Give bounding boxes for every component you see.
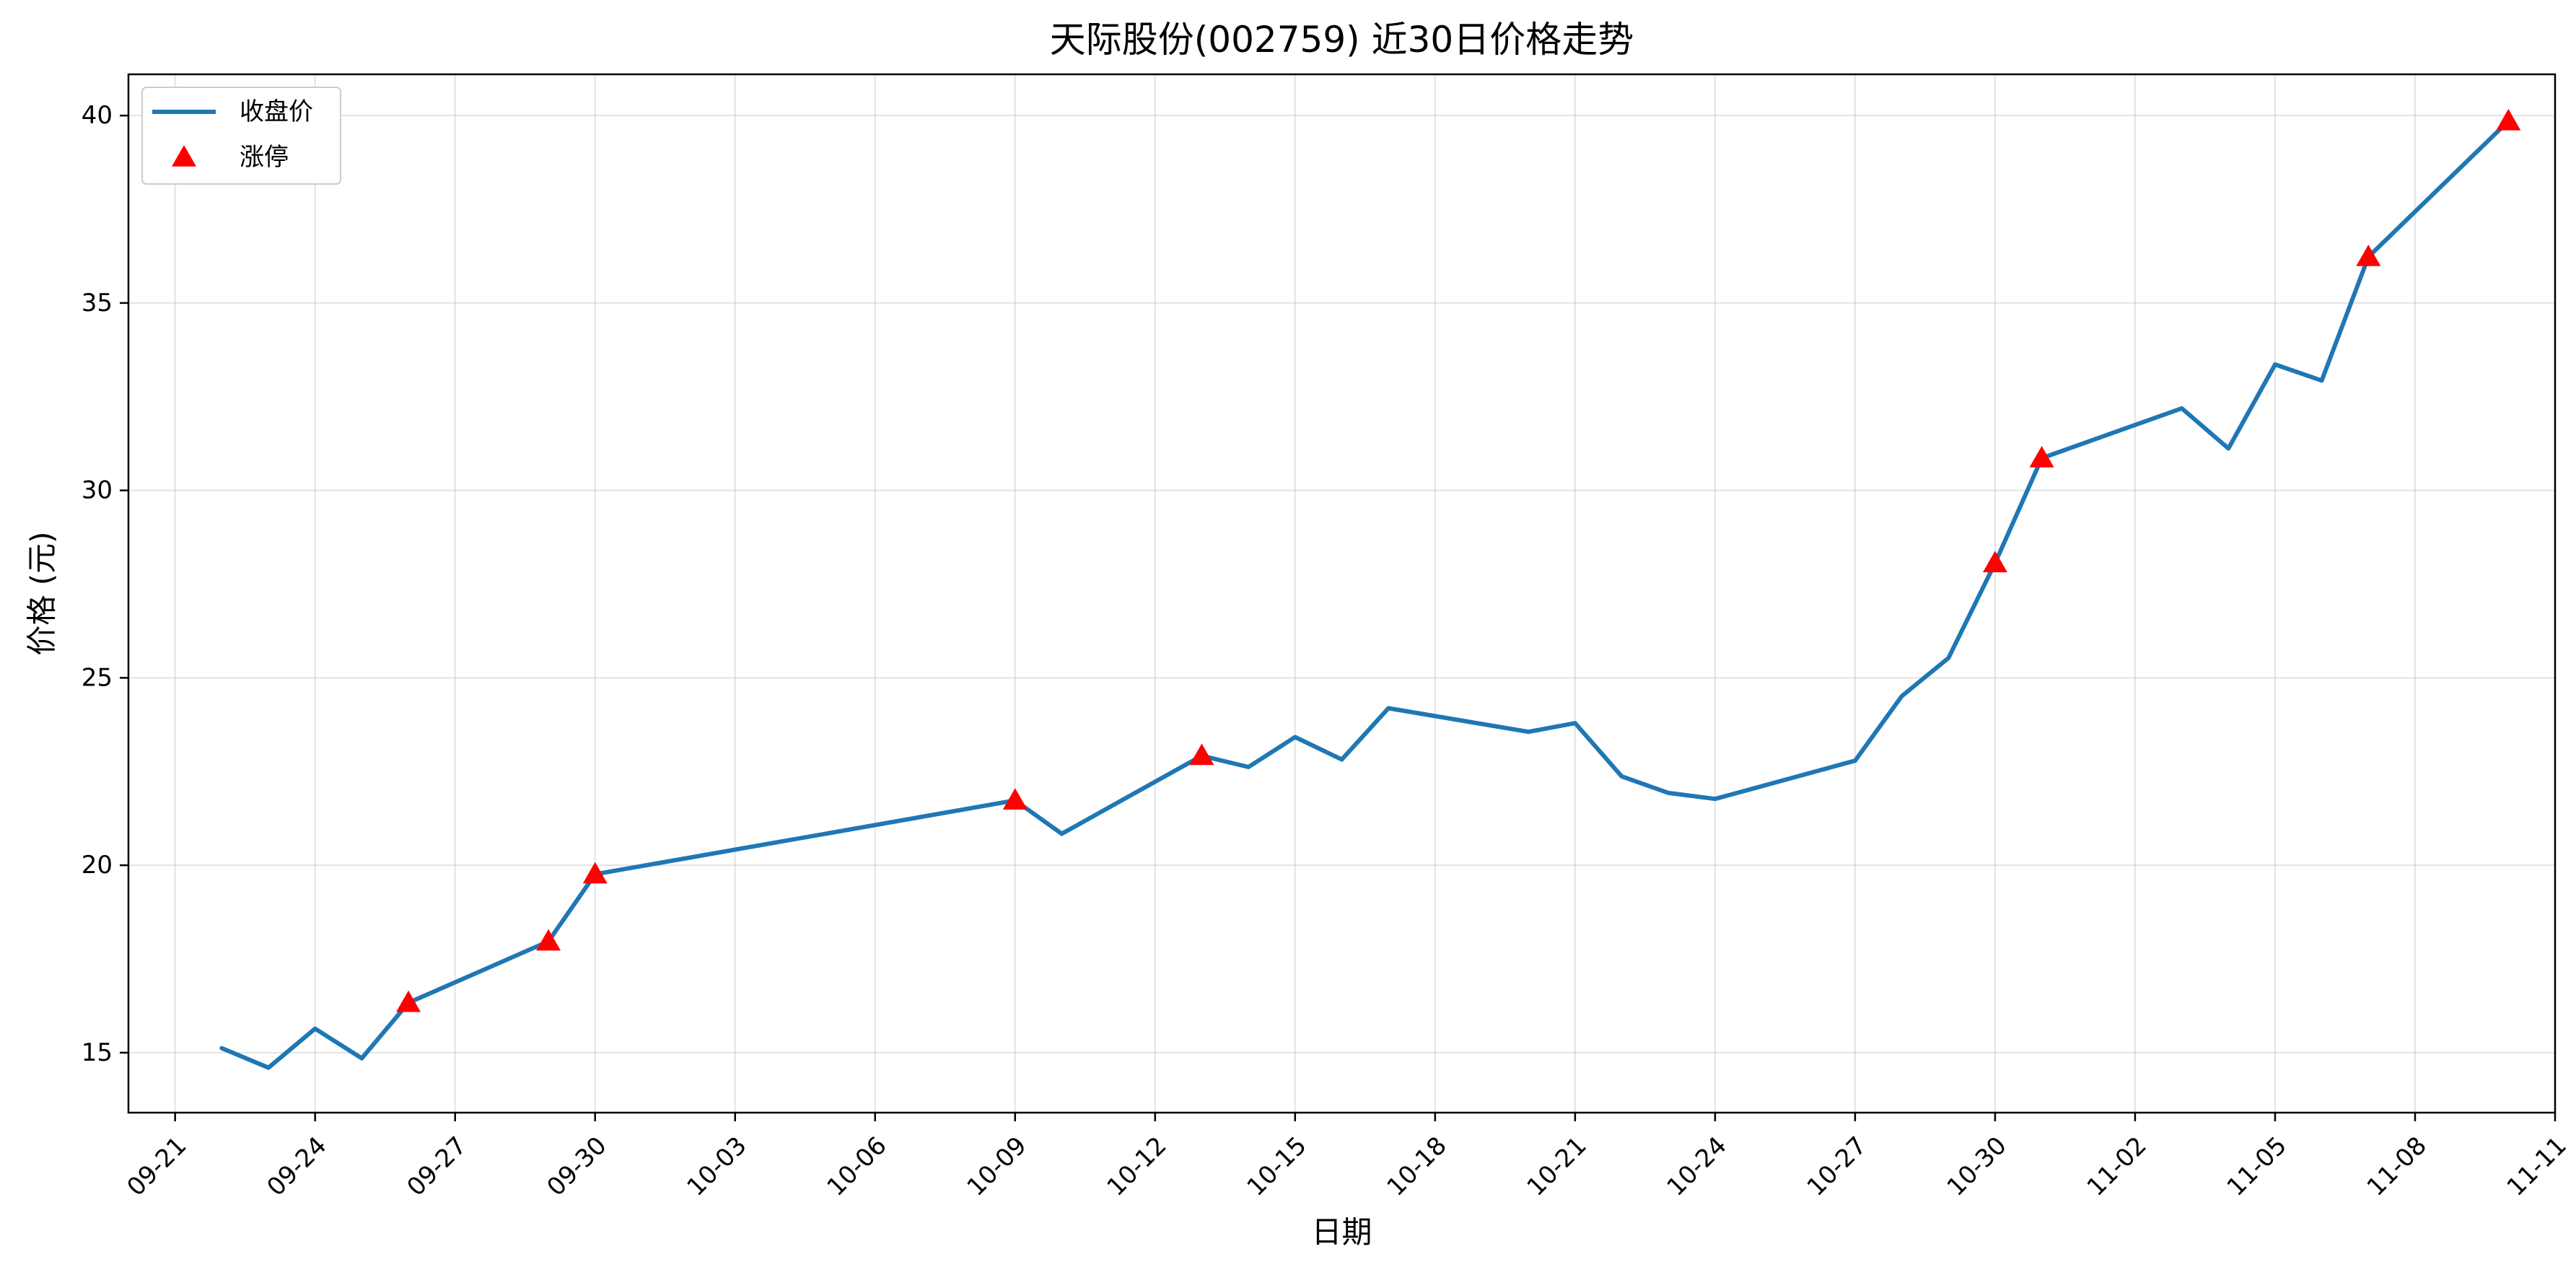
limit-up-marker xyxy=(1002,788,1028,810)
y-tick-label: 25 xyxy=(82,663,113,692)
close-price-line xyxy=(219,118,2511,1070)
limit-up-marker xyxy=(2356,244,2381,266)
y-tick-label: 35 xyxy=(82,289,113,317)
chart-title: 天际股份(002759) 近30日价格走势 xyxy=(1050,19,1634,61)
series-markers xyxy=(396,108,2521,1012)
limit-up-marker xyxy=(2029,445,2054,468)
limit-up-marker xyxy=(2496,108,2521,131)
plot-area-frame xyxy=(127,73,2557,1114)
limit-up-marker xyxy=(396,990,421,1012)
legend: 收盘价 涨停 xyxy=(141,87,341,185)
limit-up-marker xyxy=(582,862,608,884)
legend-triangle-marker xyxy=(172,145,196,167)
legend-label-limit-up: 涨停 xyxy=(240,143,289,172)
x-axis-title: 日期 xyxy=(1311,1214,1372,1250)
y-tick-label: 20 xyxy=(82,851,113,880)
y-axis-title: 价格 (元) xyxy=(25,531,60,655)
series-lines xyxy=(219,118,2511,1070)
limit-up-marker xyxy=(536,929,561,951)
y-tick-label: 40 xyxy=(82,101,113,130)
y-tick-label: 15 xyxy=(82,1038,113,1067)
y-tick-label: 30 xyxy=(82,476,113,505)
limit-up-marker xyxy=(1189,743,1214,766)
legend-label-close-price: 收盘价 xyxy=(240,97,313,126)
y-axis-ticks: 15 20 25 30 35 40 xyxy=(82,101,128,1067)
limit-up-marker xyxy=(1982,551,2007,573)
